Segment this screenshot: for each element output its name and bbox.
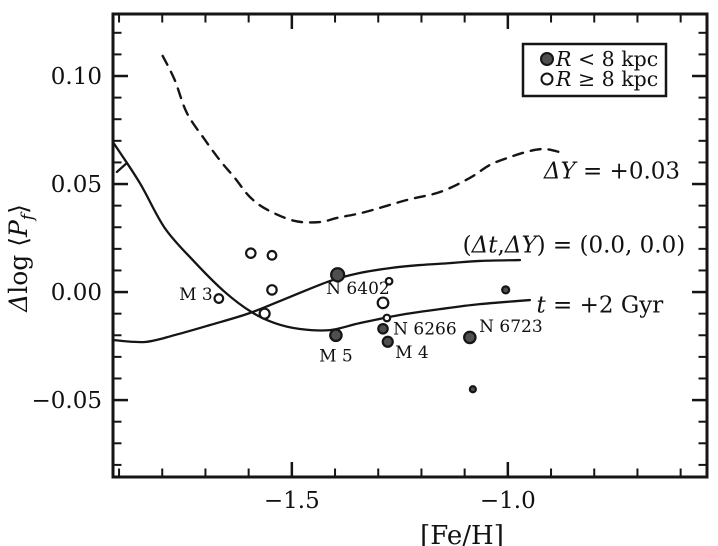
curve-dt-dy-0.0-0.0 (111, 258, 522, 344)
n6723-label: N 6723 (479, 317, 543, 337)
filled-cluster-point-n6723 (463, 330, 477, 345)
dtdy-label: (Δt,ΔY) = (0.0, 0.0) (463, 232, 686, 258)
legend-label-r-lt-8kpc: R < 8 kpc (555, 47, 658, 71)
curve-delta-y-plus-0.03 (161, 54, 561, 224)
data-points (213, 247, 511, 394)
m5-label: M 5 (319, 346, 353, 366)
filled-cluster-point-n6402 (330, 267, 346, 283)
plot-border (111, 12, 709, 479)
open-cluster-point (382, 313, 392, 323)
filled-cluster-point-m4 (381, 335, 394, 348)
open-cluster-point (376, 296, 390, 310)
y-tick-label: 0.00 (51, 280, 102, 306)
n6402-label: N 6402 (326, 279, 390, 299)
filled-cluster-point (468, 385, 477, 394)
y-tick-label: −0.05 (32, 388, 102, 414)
axis-ticks (113, 14, 707, 477)
annotations: ΔY = +0.03 (Δt,ΔY) = (0.0, 0.0) t = +2 Gyr… (179, 158, 685, 366)
legend-label-r-ge-8kpc: R ≥ 8 kpc (555, 67, 658, 91)
open-cluster-point (266, 249, 278, 261)
t2gyr-label: t = +2 Gyr (536, 292, 663, 318)
axis-tick-labels: −1.5 −1.0 0.10 0.05 0.00 −0.05 (32, 64, 536, 514)
legend-marker-filled (540, 52, 554, 66)
legend-marker-open (540, 72, 554, 86)
y-axis-title: Δlog ⟨Pf⟩ (4, 204, 38, 313)
y-tick-label: 0.10 (51, 64, 102, 90)
m3-label: M 3 (179, 285, 213, 305)
model-curves (111, 54, 561, 344)
m4-label: M 4 (395, 343, 429, 363)
open-cluster-point (384, 276, 394, 286)
open-cluster-point-m3 (213, 293, 225, 304)
x-tick-label: −1.0 (480, 488, 536, 514)
curve-stray-dash-fragment (115, 161, 128, 174)
filled-cluster-point-n6266 (377, 322, 389, 335)
y-tick-label: 0.05 (51, 172, 102, 198)
filled-cluster-point (501, 285, 511, 295)
n6266-label: N 6266 (393, 319, 457, 339)
dy-label: ΔY = +0.03 (543, 158, 680, 184)
filled-cluster-point-m5 (329, 328, 343, 343)
x-tick-label: −1.5 (264, 488, 320, 514)
x-axis-title: [Fe/H] (420, 521, 504, 546)
open-cluster-point (266, 284, 278, 296)
curve-t-plus-2-gyr (111, 140, 532, 332)
open-cluster-point (245, 247, 257, 259)
axis-labels: [Fe/H] Δlog ⟨Pf⟩ (4, 204, 504, 546)
open-cluster-point (258, 307, 271, 320)
